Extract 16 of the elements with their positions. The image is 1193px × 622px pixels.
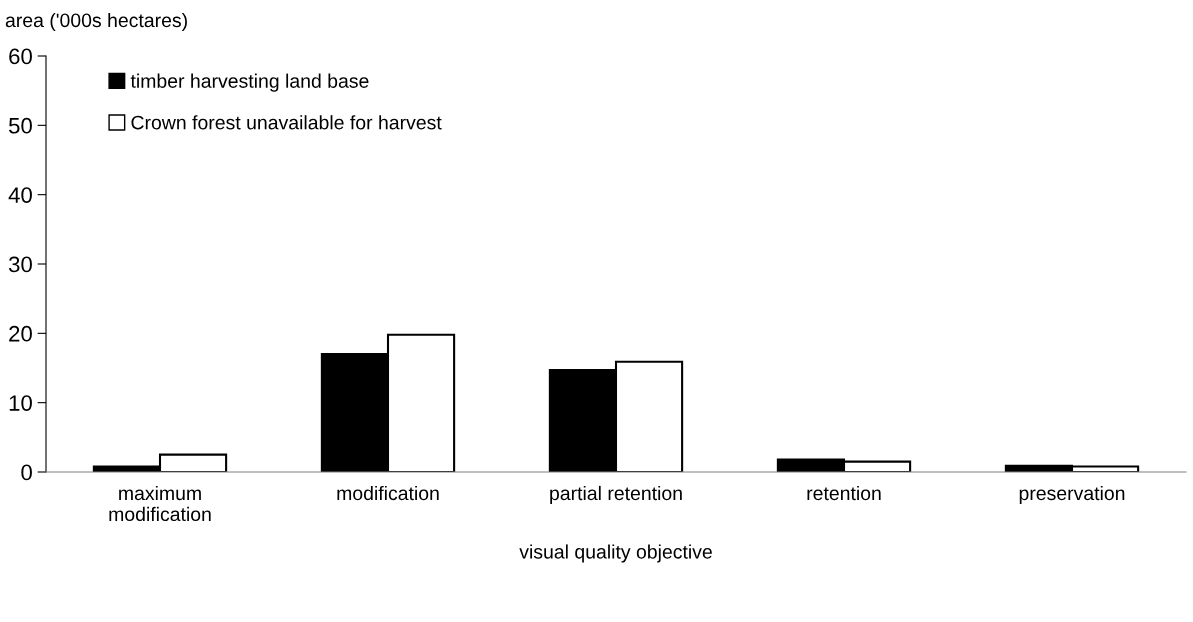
y-tick-label: 0 — [21, 464, 32, 481]
y-tick-label: 10 — [9, 395, 32, 411]
legend-label: timber harvesting land base — [130, 73, 369, 92]
x-axis-title: visual quality objective — [519, 544, 712, 563]
y-tick-label: 20 — [9, 325, 32, 342]
legend-label: Crown forest unavailable for harvest — [131, 115, 442, 130]
y-tick-label: 30 — [8, 256, 32, 273]
y-tick-label: 40 — [8, 187, 32, 203]
x-tick-label: preservation — [1019, 485, 1125, 505]
y-tick-label: 60 — [9, 48, 32, 65]
x-tick-label: retention — [807, 485, 881, 501]
y-axis-title: area ('000s hectares) — [5, 12, 187, 32]
x-tick-label: partial retention — [550, 485, 682, 505]
x-tick-label: modification — [337, 485, 439, 501]
x-tick-label: maximum modification — [109, 485, 211, 522]
y-tick-label: 50 — [8, 117, 32, 134]
